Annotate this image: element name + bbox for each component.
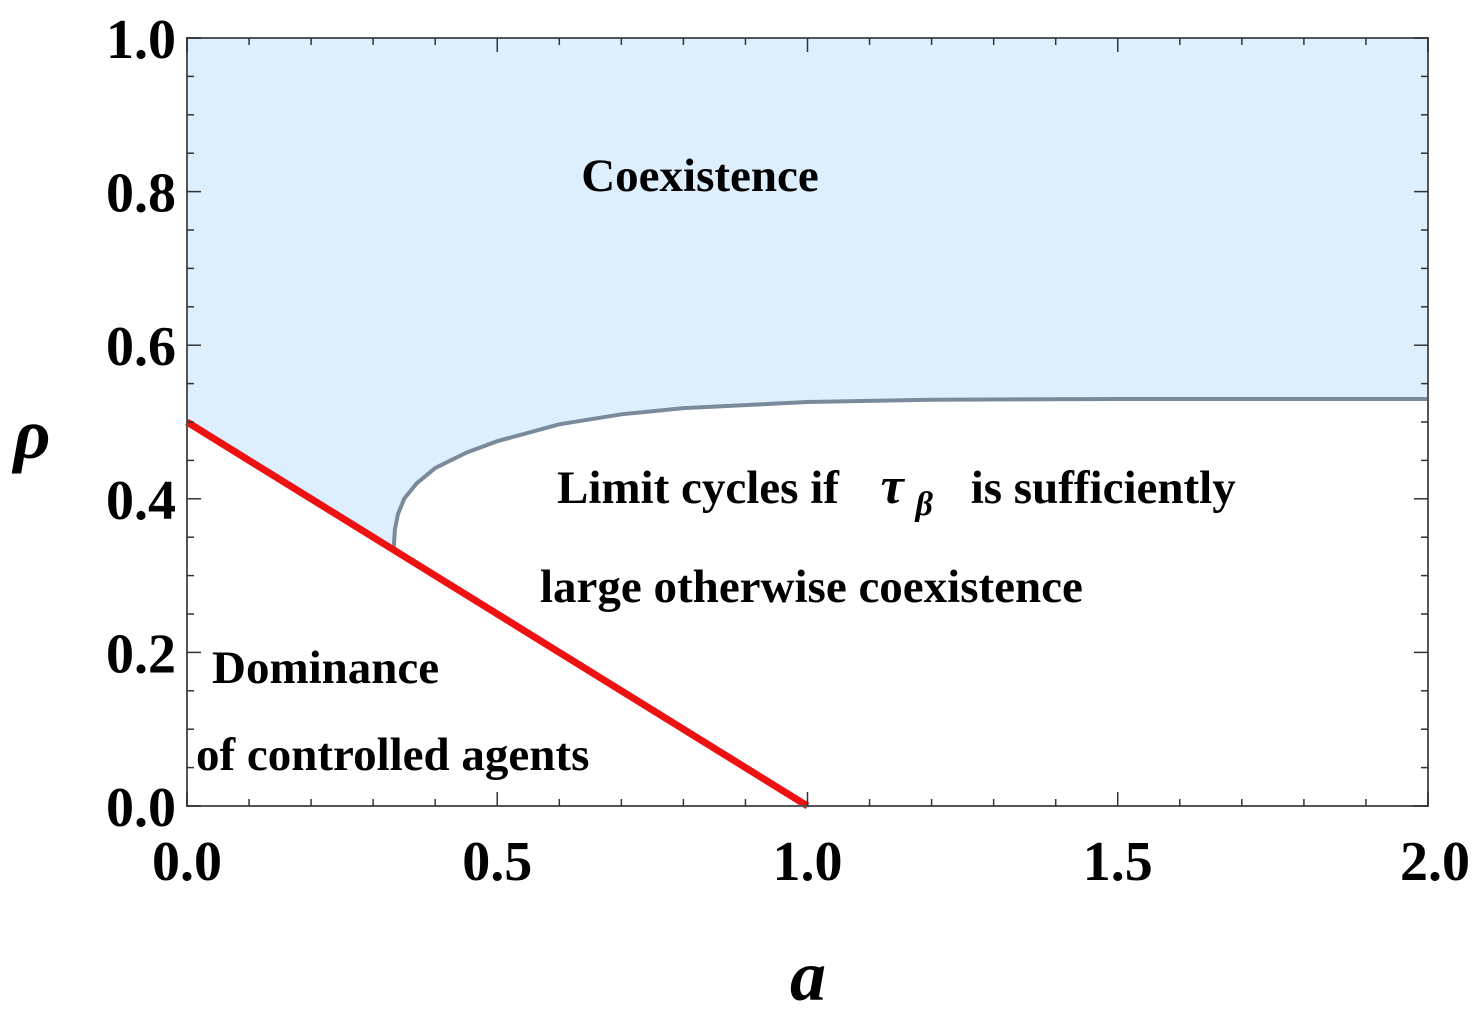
y-tick-label: 1.0 <box>106 9 176 71</box>
y-tick-label: 0.0 <box>106 777 176 839</box>
annotation-limit-cycles-line2: large otherwise coexistence <box>540 561 1083 613</box>
x-tick-label: 1.5 <box>1083 831 1153 893</box>
annotation-limit-cycles-line1: Limit cycles if τ β is sufficiently <box>557 458 1236 526</box>
annotation-beta-subscript: β <box>914 486 934 523</box>
annotation-tau: τ <box>881 458 906 515</box>
annotation-dominance-line2: of controlled agents <box>196 729 589 781</box>
x-tick-label: 0.0 <box>152 831 222 893</box>
y-tick-label: 0.2 <box>106 623 176 685</box>
y-tick-label: 0.4 <box>106 470 176 532</box>
plot-area: 0.0 0.5 1.0 1.5 2.0 0.0 0.2 0.4 0.6 0.8 1.0 <box>106 9 1470 893</box>
coexistence-region <box>187 38 1428 551</box>
y-tick-label: 0.6 <box>106 316 176 378</box>
annotation-dominance-line1: Dominance <box>212 642 439 694</box>
x-tick-label: 2.0 <box>1400 831 1470 893</box>
red-threshold-line <box>185 419 810 809</box>
annotation-coexistence: Coexistence <box>581 150 819 202</box>
x-tick-label: 0.5 <box>462 831 532 893</box>
y-axis-label: ρ <box>11 394 50 474</box>
x-tick-label: 1.0 <box>773 831 843 893</box>
annotation-limit-cycles-post: is sufficiently <box>971 462 1237 514</box>
y-tick-label: 0.8 <box>106 163 176 225</box>
boundary-curve <box>391 396 1428 551</box>
annotation-limit-cycles-pre: Limit cycles if <box>557 462 840 514</box>
x-axis-label: a <box>790 936 826 1016</box>
